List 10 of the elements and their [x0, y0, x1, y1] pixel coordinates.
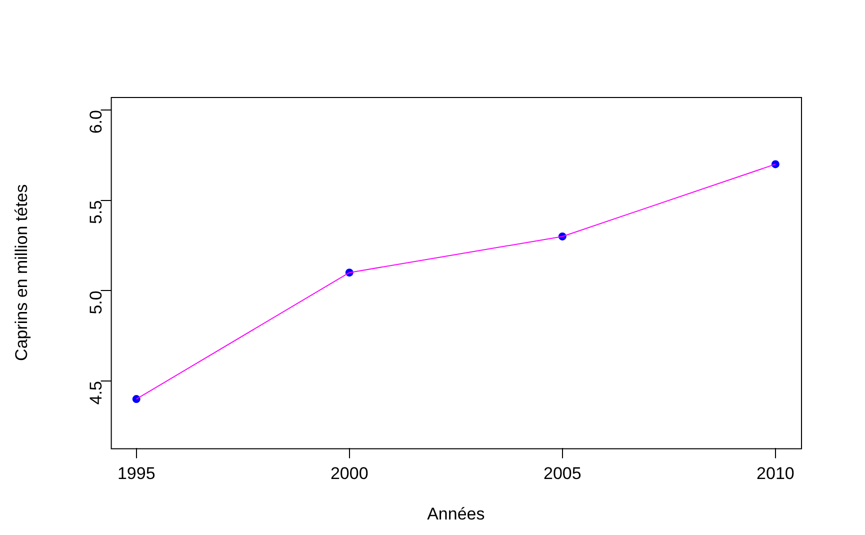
- x-tick-label: 2005: [544, 464, 582, 484]
- y-tick-label: 6.0: [86, 110, 106, 134]
- y-tick-label: 4.5: [86, 380, 106, 405]
- x-tick-label: 2000: [330, 464, 368, 484]
- y-axis-title: Caprins en million tétes: [12, 184, 31, 361]
- y-tick-label: 5.0: [86, 290, 106, 314]
- x-tick-label: 1995: [117, 464, 156, 484]
- y-tick-label: 5.5: [86, 200, 106, 224]
- x-axis-title: Années: [427, 504, 485, 524]
- x-tick-label: 2010: [756, 464, 794, 484]
